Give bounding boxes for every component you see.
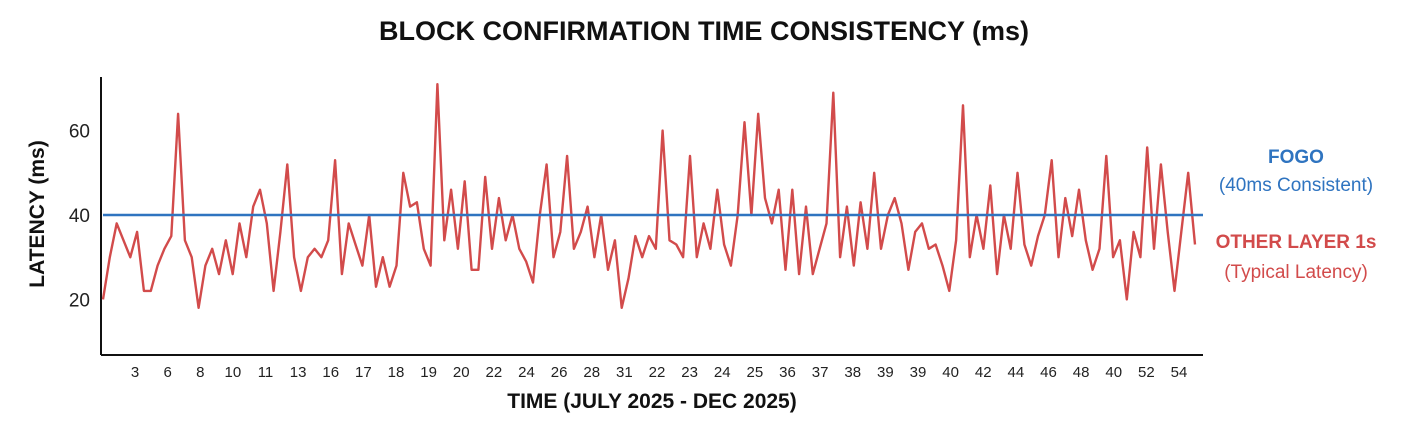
x-tick-label: 25 xyxy=(747,364,764,381)
y-axis-label: LATENCY (ms) xyxy=(26,140,49,287)
x-tick-label: 16 xyxy=(322,364,339,381)
series-line-other-layer-1s xyxy=(101,82,1197,309)
x-tick-label: 48 xyxy=(1073,364,1090,381)
x-tick-label: 39 xyxy=(910,364,927,381)
legend-other-l1-name: OTHER LAYER 1s xyxy=(1216,232,1377,253)
series-layer xyxy=(101,82,1203,309)
legend-fogo-subtitle: (40ms Consistent) xyxy=(1219,175,1373,196)
x-tick-label: 20 xyxy=(453,364,470,381)
x-tick-labels: 3 6 8 10 11 13 16 17 18 19 20 22 24 26 28 31 22 23 24 25 36 3… xyxy=(131,364,1188,381)
x-tick-label: 22 xyxy=(649,364,666,381)
x-tick-label: 40 xyxy=(1105,364,1122,381)
x-tick-label: 26 xyxy=(551,364,568,381)
x-tick-label: 31 xyxy=(616,364,633,381)
x-tick-label: 8 xyxy=(196,364,204,381)
x-tick-label: 54 xyxy=(1171,364,1188,381)
y-tick-labels: 20 40 60 xyxy=(69,122,90,312)
x-tick-label: 39 xyxy=(877,364,894,381)
legend-other-l1-subtitle: (Typical Latency) xyxy=(1224,262,1368,283)
x-tick-label: 10 xyxy=(225,364,242,381)
y-tick-label: 20 xyxy=(69,290,90,311)
legend: FOGO (40ms Consistent) OTHER LAYER 1s (T… xyxy=(1216,147,1377,283)
x-tick-label: 44 xyxy=(1008,364,1025,381)
x-tick-label: 23 xyxy=(681,364,698,381)
x-tick-label: 24 xyxy=(518,364,535,381)
x-tick-label: 42 xyxy=(975,364,992,381)
chart-title: BLOCK CONFIRMATION TIME CONSISTENCY (ms) xyxy=(379,16,1029,46)
x-tick-label: 3 xyxy=(131,364,139,381)
x-tick-label: 6 xyxy=(163,364,171,381)
x-tick-label: 19 xyxy=(420,364,437,381)
x-tick-label: 22 xyxy=(486,364,503,381)
x-tick-label: 37 xyxy=(812,364,829,381)
x-tick-label: 24 xyxy=(714,364,731,381)
x-tick-label: 28 xyxy=(583,364,600,381)
x-tick-label: 11 xyxy=(258,364,274,381)
y-tick-label: 40 xyxy=(69,206,90,227)
y-tick-label: 60 xyxy=(69,122,90,143)
x-tick-label: 46 xyxy=(1040,364,1057,381)
x-tick-label: 36 xyxy=(779,364,796,381)
x-tick-label: 52 xyxy=(1138,364,1155,381)
x-tick-label: 40 xyxy=(942,364,959,381)
axes xyxy=(100,77,1203,356)
x-tick-label: 18 xyxy=(388,364,405,381)
x-tick-label: 13 xyxy=(290,364,307,381)
legend-fogo-name: FOGO xyxy=(1268,147,1324,168)
x-tick-label: 17 xyxy=(355,364,372,381)
x-axis-label: TIME (JULY 2025 - DEC 2025) xyxy=(507,390,796,413)
x-tick-label: 38 xyxy=(844,364,861,381)
